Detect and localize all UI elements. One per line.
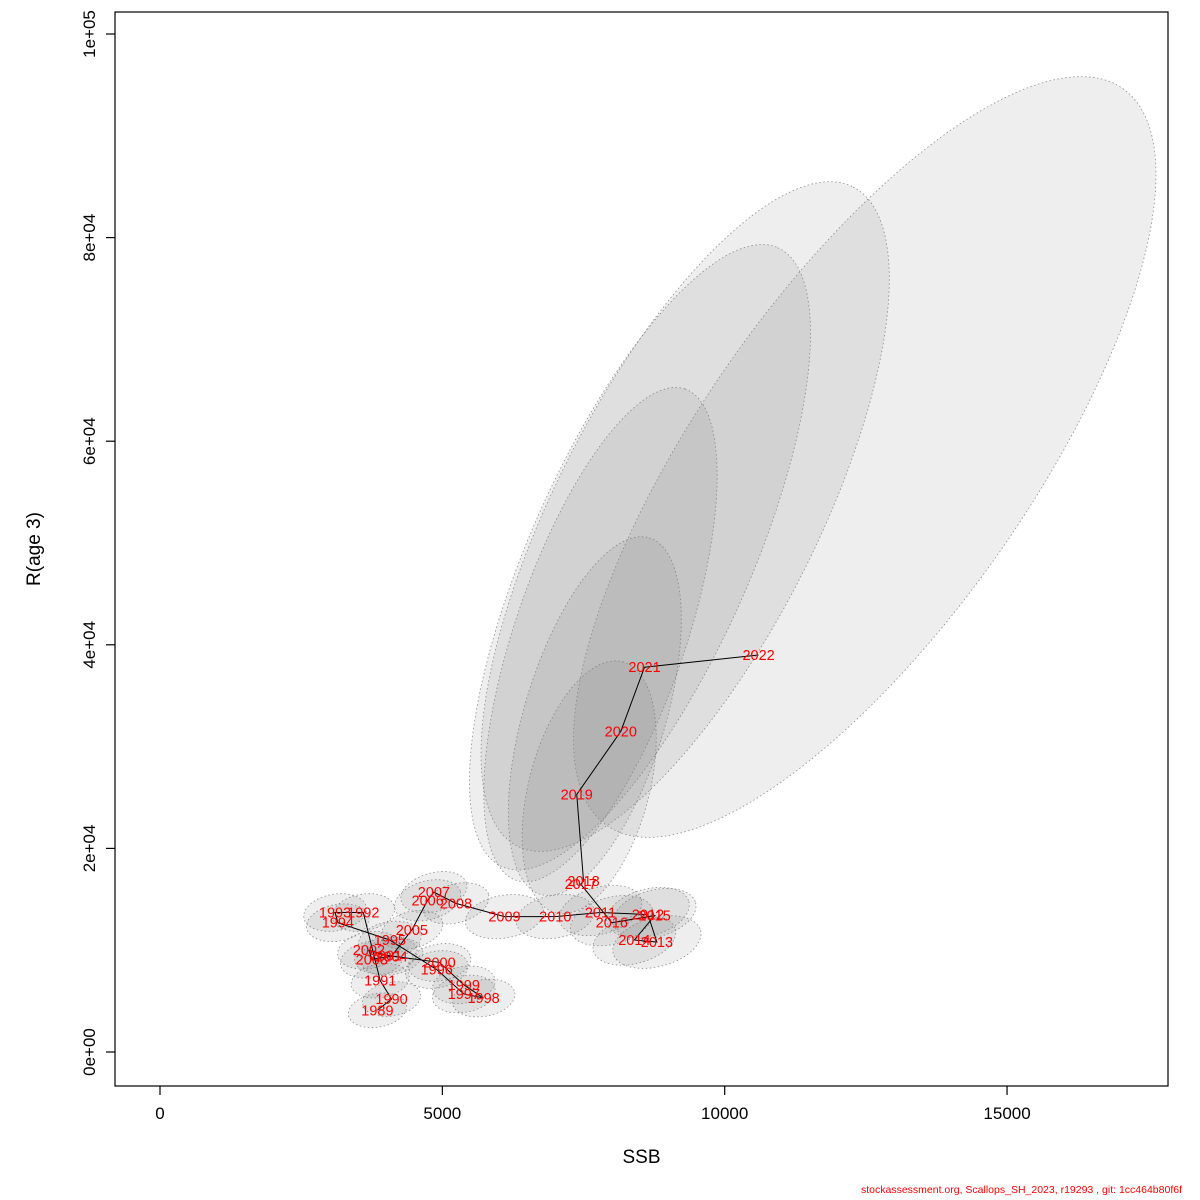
footer-source-note: stockassessment.org, Scallops_SH_2023, r… (860, 1184, 1182, 1196)
confidence-ellipse-2011 (558, 884, 643, 937)
x-tick-label: 15000 (983, 1104, 1030, 1123)
confidence-ellipse-2021 (480, 181, 890, 852)
y-tick-label: 6e+04 (80, 417, 99, 465)
year-label-2017: 2017 (565, 877, 597, 893)
year-label-2010: 2010 (539, 910, 571, 926)
confidence-ellipse-2022 (573, 76, 1157, 838)
year-label-2021: 2021 (628, 660, 660, 676)
year-label-2015: 2015 (639, 909, 671, 925)
x-tick-label: 5000 (423, 1104, 461, 1123)
confidence-ellipse-2020 (469, 244, 811, 871)
year-label-2016: 2016 (596, 916, 628, 932)
year-label-2014: 2014 (618, 933, 650, 949)
y-tick-label: 0e+00 (80, 1028, 99, 1076)
y-tick-label: 4e+04 (80, 621, 99, 669)
x-axis: 0 5000 10000 15000 (155, 1086, 1031, 1123)
year-label-1996: 1996 (421, 963, 453, 979)
y-tick-label: 1e+05 (80, 10, 99, 58)
year-label-2018: 2018 (567, 874, 599, 890)
year-label-1997: 1997 (448, 987, 480, 1003)
year-label-2000: 2000 (423, 955, 455, 971)
year-label-2022: 2022 (742, 648, 774, 664)
year-label-2013: 2013 (641, 935, 673, 951)
year-label-2011: 2011 (585, 906, 616, 922)
year-label-1995: 1995 (374, 933, 406, 949)
y-axis: 0e+00 2e+04 4e+04 6e+04 8e+04 1e+05 (80, 10, 115, 1076)
year-label-2007: 2007 (418, 885, 450, 901)
year-label-2012: 2012 (632, 908, 664, 924)
year-label-2005: 2005 (396, 923, 428, 939)
year-label-2019: 2019 (561, 787, 593, 803)
year-label-2004: 2004 (375, 949, 407, 965)
x-tick-label: 10000 (701, 1104, 748, 1123)
year-label-1998: 1998 (467, 991, 499, 1007)
confidence-ellipse-2019 (483, 387, 718, 883)
y-axis-title: R(age 3) (24, 512, 45, 586)
year-label-2002: 2002 (353, 943, 385, 959)
year-label-1989: 1989 (361, 1003, 393, 1019)
y-tick-label: 2e+04 (80, 825, 99, 873)
year-label-2003: 2003 (356, 952, 388, 968)
year-label-1999: 1999 (448, 978, 480, 994)
trajectory-layer (334, 654, 759, 1011)
year-label-1994: 1994 (322, 916, 354, 932)
x-axis-title: SSB (622, 1147, 660, 1168)
plot-box (114, 11, 1169, 1087)
confidence-ellipse-2016 (570, 895, 654, 947)
year-label-2020: 2020 (605, 724, 637, 740)
confidence-ellipse-2018 (507, 536, 682, 896)
year-label-1991: 1991 (364, 974, 396, 990)
year-label-2001: 2001 (370, 948, 402, 964)
confidence-ellipse-2017 (521, 660, 657, 915)
y-tick-label: 8e+04 (80, 214, 99, 262)
year-label-2008: 2008 (440, 896, 472, 912)
year-label-2006: 2006 (412, 893, 444, 909)
ellipse-layer (303, 76, 1157, 1028)
x-tick-label: 0 (155, 1104, 164, 1123)
year-label-1990: 1990 (375, 992, 407, 1008)
year-trajectory-line (334, 654, 759, 1011)
year-label-2009: 2009 (488, 910, 520, 926)
confidence-ellipse-2015 (612, 888, 697, 940)
confidence-ellipse-2012 (606, 887, 690, 939)
year-label-1992: 1992 (347, 906, 379, 922)
year-label-1993: 1993 (319, 906, 351, 922)
